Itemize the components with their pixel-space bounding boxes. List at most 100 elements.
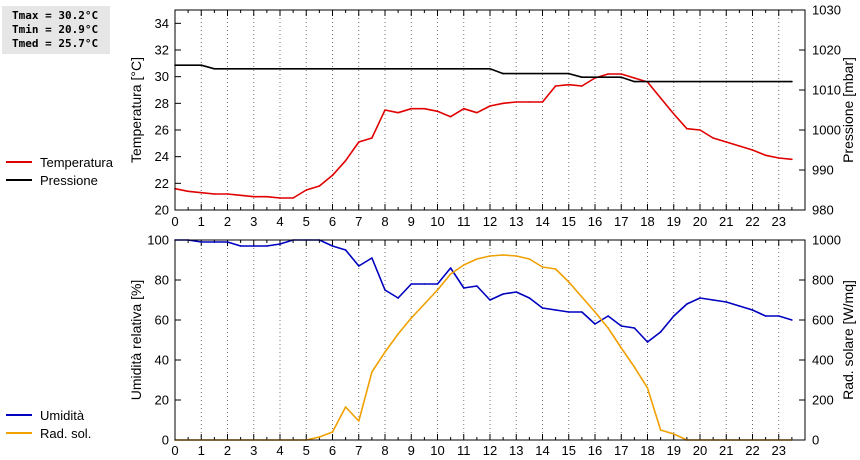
data-point-temperatura bbox=[397, 111, 399, 114]
bottom-x-tick-label: 13 bbox=[509, 443, 523, 458]
data-point-rad-sol bbox=[331, 431, 334, 433]
data-point-temperatura bbox=[738, 145, 741, 147]
series-line-pressione bbox=[175, 64, 792, 83]
top-y-axis-title: Temperatura [°C] bbox=[128, 57, 144, 163]
top-y2-tick-label: 1030 bbox=[812, 3, 841, 18]
data-point-rad-sol bbox=[410, 317, 413, 319]
bottom-x-tick-label: 0 bbox=[171, 443, 178, 458]
top-y2-tick-label: 990 bbox=[812, 163, 834, 178]
legend-label-temperatura: Temperatura bbox=[40, 154, 113, 170]
data-point-temperatura bbox=[528, 101, 531, 103]
legend-item-umidita: Umidità bbox=[6, 406, 91, 424]
data-point-temperatura bbox=[659, 97, 662, 99]
bottom-x-tick-label: 11 bbox=[457, 443, 471, 458]
data-point-rad-sol bbox=[489, 255, 491, 257]
data-point-umidita bbox=[253, 245, 255, 247]
bottom-x-tick-label: 16 bbox=[588, 443, 602, 458]
data-point-rad-sol bbox=[318, 436, 321, 438]
bottom-y2-tick-label: 400 bbox=[812, 353, 834, 368]
data-point-umidita bbox=[607, 315, 609, 317]
data-point-rad-sol bbox=[436, 289, 439, 291]
data-point-pressione bbox=[502, 72, 504, 75]
data-point-temperatura bbox=[463, 107, 465, 110]
legend-label-umidita: Umidità bbox=[40, 407, 85, 423]
data-point-umidita bbox=[344, 249, 347, 251]
data-point-umidita bbox=[463, 287, 465, 289]
top-x-tick-label: 21 bbox=[719, 214, 733, 229]
data-point-temperatura bbox=[778, 157, 780, 159]
data-point-temperatura bbox=[620, 73, 623, 75]
top-x-tick-label: 10 bbox=[430, 214, 444, 229]
data-point-temperatura bbox=[554, 85, 557, 87]
top-y-tick-label: 26 bbox=[155, 123, 169, 138]
data-point-rad-sol bbox=[541, 266, 544, 268]
bottom-x-tick-label: 17 bbox=[614, 443, 628, 458]
data-point-umidita bbox=[791, 319, 793, 321]
data-point-temperatura bbox=[410, 107, 413, 110]
data-point-rad-sol bbox=[673, 433, 675, 435]
data-point-rad-sol bbox=[397, 333, 399, 335]
bottom-x-tick-label: 20 bbox=[693, 443, 707, 458]
data-point-pressione bbox=[568, 72, 570, 75]
data-point-rad-sol bbox=[476, 258, 478, 260]
top-plot-frame bbox=[174, 9, 806, 211]
data-point-umidita bbox=[371, 257, 373, 259]
data-point-temperatura bbox=[213, 193, 216, 195]
top-y2-axis-title: Pressione [mbar] bbox=[840, 57, 856, 163]
data-point-rad-sol bbox=[594, 311, 596, 313]
legend-swatch-umidita bbox=[6, 414, 32, 416]
data-point-temperatura bbox=[266, 195, 268, 198]
data-point-temperatura bbox=[515, 101, 518, 103]
data-point-umidita bbox=[331, 245, 334, 247]
legend-label-rad-sol: Rad. sol. bbox=[40, 425, 92, 441]
data-point-temperatura bbox=[673, 113, 675, 115]
data-point-pressione bbox=[633, 80, 636, 83]
data-point-temperatura bbox=[607, 73, 609, 75]
data-point-rad-sol bbox=[502, 254, 504, 256]
data-point-umidita bbox=[515, 291, 518, 293]
tmax-label: Tmax = 30.2°C bbox=[12, 9, 99, 22]
top-x-tick-label: 19 bbox=[667, 214, 681, 229]
data-point-temperatura bbox=[568, 83, 570, 86]
data-point-temperatura bbox=[292, 197, 294, 199]
legend-label-pressione: Pressione bbox=[40, 172, 98, 188]
data-point-umidita bbox=[489, 299, 491, 301]
data-point-temperatura bbox=[489, 105, 491, 107]
top-x-tick-label: 5 bbox=[303, 214, 310, 229]
top-x-tick-label: 8 bbox=[381, 214, 388, 229]
data-point-umidita bbox=[449, 267, 452, 269]
data-point-umidita bbox=[778, 315, 780, 317]
bottom-x-tick-label: 21 bbox=[719, 443, 733, 458]
bottom-x-tick-label: 6 bbox=[329, 443, 336, 458]
series-line-umidita bbox=[175, 239, 793, 343]
data-point-temperatura bbox=[791, 158, 793, 161]
bottom-x-tick-label: 19 bbox=[667, 443, 681, 458]
bottom-y2-tick-label: 1000 bbox=[812, 233, 841, 248]
data-point-rad-sol bbox=[554, 268, 557, 270]
data-point-umidita bbox=[633, 327, 636, 329]
series-line-rad-sol bbox=[175, 254, 792, 441]
bottom-x-tick-label: 2 bbox=[224, 443, 231, 458]
bottom-x-tick-label: 4 bbox=[276, 443, 283, 458]
data-point-umidita bbox=[239, 245, 242, 247]
bottom-y-tick-label: 40 bbox=[155, 353, 169, 368]
top-y-tick-label: 22 bbox=[155, 176, 169, 191]
data-point-umidita bbox=[751, 309, 754, 311]
bottom-y2-tick-label: 600 bbox=[812, 313, 834, 328]
top-y-tick-label: 28 bbox=[155, 96, 169, 111]
legend-item-pressione: Pressione bbox=[6, 171, 113, 189]
data-point-temperatura bbox=[436, 110, 439, 113]
data-point-temperatura bbox=[541, 101, 544, 103]
top-y2-tick-label: 1010 bbox=[812, 83, 841, 98]
top-x-tick-label: 4 bbox=[276, 214, 283, 229]
data-point-rad-sol bbox=[515, 255, 518, 257]
data-point-temperatura bbox=[253, 195, 255, 198]
data-point-temperatura bbox=[279, 197, 281, 199]
legend-swatch-pressione bbox=[6, 179, 32, 181]
top-x-tick-label: 6 bbox=[329, 214, 336, 229]
data-point-pressione bbox=[200, 64, 203, 66]
bottom-y-axis-title: Umidità relativa [%] bbox=[128, 280, 144, 401]
data-point-umidita bbox=[725, 301, 728, 303]
data-point-umidita bbox=[423, 283, 426, 285]
data-point-pressione bbox=[791, 80, 793, 83]
